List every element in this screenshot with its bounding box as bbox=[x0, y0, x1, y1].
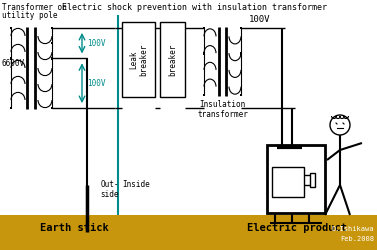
Text: Out-
side: Out- side bbox=[101, 180, 119, 200]
Bar bbox=[10, 57, 12, 60]
Bar bbox=[267, 145, 325, 213]
Text: Inside: Inside bbox=[122, 180, 150, 189]
Bar bbox=[203, 27, 205, 29]
Bar bbox=[240, 27, 242, 29]
Bar bbox=[0, 215, 377, 250]
Text: utility pole: utility pole bbox=[2, 11, 58, 20]
Bar bbox=[122, 22, 155, 97]
Text: Transformer on: Transformer on bbox=[2, 3, 67, 12]
Text: Earth stick: Earth stick bbox=[40, 223, 109, 233]
Bar bbox=[240, 94, 242, 96]
Bar bbox=[51, 107, 53, 109]
Text: 6600V: 6600V bbox=[1, 60, 24, 68]
Bar bbox=[203, 94, 205, 96]
Bar bbox=[203, 52, 205, 55]
Text: 100V: 100V bbox=[249, 15, 271, 24]
Text: 100V: 100V bbox=[87, 39, 106, 48]
Bar bbox=[160, 22, 185, 97]
Text: Feb.2008: Feb.2008 bbox=[340, 236, 374, 242]
Text: Electric shock prevention with insulation transformer: Electric shock prevention with insulatio… bbox=[63, 3, 328, 12]
Bar bbox=[10, 107, 12, 109]
Text: 100V: 100V bbox=[87, 79, 106, 88]
Bar bbox=[51, 27, 53, 29]
Text: Leak
breaker: Leak breaker bbox=[129, 43, 148, 76]
Text: Electric product: Electric product bbox=[247, 223, 347, 233]
Bar bbox=[51, 42, 53, 44]
Text: Insulation
transformer: Insulation transformer bbox=[197, 100, 248, 119]
Bar bbox=[10, 27, 12, 29]
Text: D.Ishikawa: D.Ishikawa bbox=[331, 226, 374, 232]
Bar bbox=[272, 167, 304, 197]
Text: breaker: breaker bbox=[168, 43, 177, 76]
Bar bbox=[51, 57, 53, 60]
Bar bbox=[240, 52, 242, 55]
Bar bbox=[310, 173, 315, 187]
